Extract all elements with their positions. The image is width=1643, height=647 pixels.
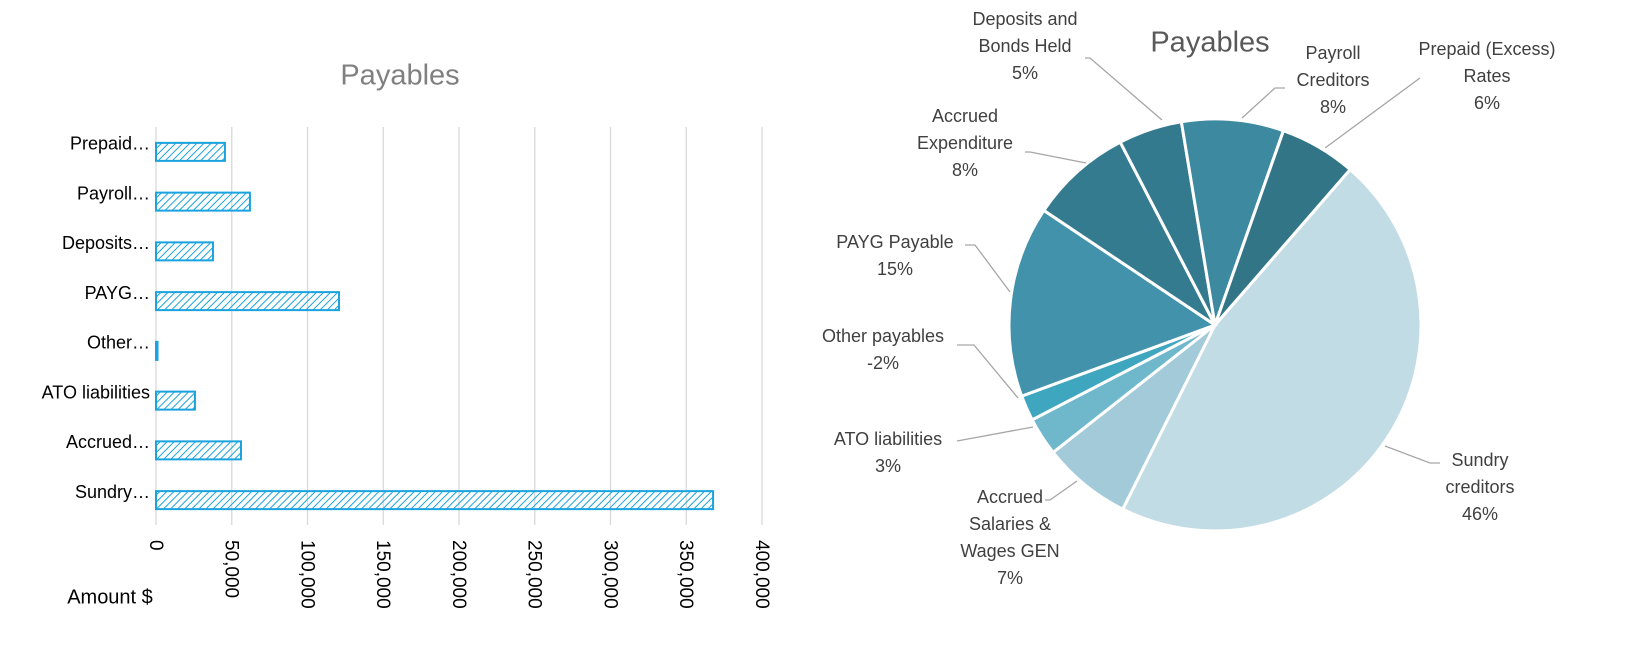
y-tick-label: ATO liabilities	[42, 382, 150, 402]
leader-line	[957, 344, 1019, 399]
y-tick-label: Other…	[87, 333, 150, 353]
pie-label-name: Prepaid (Excess) Rates	[1418, 39, 1556, 86]
x-tick-label: 250,000	[524, 540, 545, 609]
bar	[155, 390, 196, 411]
y-tick-label: Prepaid…	[70, 134, 150, 154]
bar	[155, 191, 251, 212]
pie-label-value: 8%	[951, 160, 978, 180]
pie-label: Prepaid (Excess) Rates 6%	[1412, 36, 1562, 117]
bar	[155, 340, 159, 361]
pie-label: Sundry creditors 46%	[1425, 447, 1535, 528]
leader-line	[1085, 57, 1163, 121]
leader-line	[1025, 151, 1087, 164]
pie-slice	[1120, 167, 1423, 533]
x-tick-label: 50,000	[221, 540, 242, 598]
y-tick-label: Sundry…	[75, 482, 150, 502]
y-tick-label: Payroll…	[77, 183, 150, 203]
bar-title: Payables	[340, 60, 459, 92]
x-tick-label: 200,000	[448, 540, 469, 609]
pie-label-name: ATO liabilities	[833, 429, 943, 449]
pie-slice	[1179, 117, 1286, 326]
pie-label-value: 8%	[1319, 97, 1346, 117]
pie-label-value: 46%	[1461, 504, 1499, 524]
y-tick-label: Deposits…	[62, 233, 150, 253]
pie-label: Payroll Creditors 8%	[1286, 40, 1381, 121]
x-tick-label: 150,000	[372, 540, 393, 609]
pie-slice	[1213, 128, 1353, 326]
bar	[155, 440, 242, 461]
bar	[155, 241, 214, 262]
pie-label-value: 5%	[1011, 63, 1038, 83]
leader-line	[1384, 445, 1440, 464]
bar	[155, 141, 226, 162]
x-tick-label: 350,000	[675, 540, 696, 609]
pie-label-value: 3%	[874, 456, 901, 476]
pie-label-value: 6%	[1473, 93, 1500, 113]
leader-line	[965, 244, 1011, 293]
pie-slice	[1041, 140, 1217, 327]
bar	[155, 291, 341, 312]
y-tick-label: Accrued…	[66, 432, 150, 452]
pie-label-name: Sundry creditors	[1445, 450, 1515, 497]
pie-label-name: Accrued Expenditure	[916, 106, 1014, 153]
x-axis-title: Amount $	[67, 586, 153, 608]
pie-label-value: 7%	[996, 568, 1023, 588]
leader-line	[1324, 77, 1421, 149]
x-tick-label: 0	[145, 540, 166, 551]
leader-line	[1045, 480, 1078, 501]
leader-line	[1241, 87, 1285, 119]
pie-slice	[1007, 208, 1219, 399]
x-tick-label: 300,000	[599, 540, 620, 609]
pie-label-name: Payroll Creditors	[1296, 43, 1370, 90]
x-tick-label: 100,000	[296, 540, 317, 609]
x-tick-label: 400,000	[751, 540, 772, 609]
pie-label-name: Accrued Salaries & Wages GEN	[960, 487, 1060, 561]
pie-label-value: -2%	[866, 353, 899, 373]
pie-label-name: Other payables	[821, 326, 945, 346]
bar	[155, 490, 715, 511]
leader-line	[956, 426, 1034, 442]
pie-label: Accrued Salaries & Wages GEN 7%	[955, 484, 1065, 592]
pie-label: Accrued Expenditure 8%	[900, 103, 1030, 184]
pie-label-name: PAYG Payable	[836, 232, 954, 252]
pie-label-value: 15%	[876, 259, 914, 279]
pie-label-name: Deposits and Bonds Held	[972, 9, 1078, 56]
pie-label: Other payables -2%	[798, 323, 968, 377]
pie-title: Payables	[1150, 27, 1269, 59]
pie-label: ATO liabilities 3%	[808, 426, 968, 480]
y-tick-label: PAYG…	[85, 283, 150, 303]
pie-label: Deposits and Bonds Held 5%	[960, 6, 1090, 87]
pie-label: PAYG Payable 15%	[815, 229, 975, 283]
